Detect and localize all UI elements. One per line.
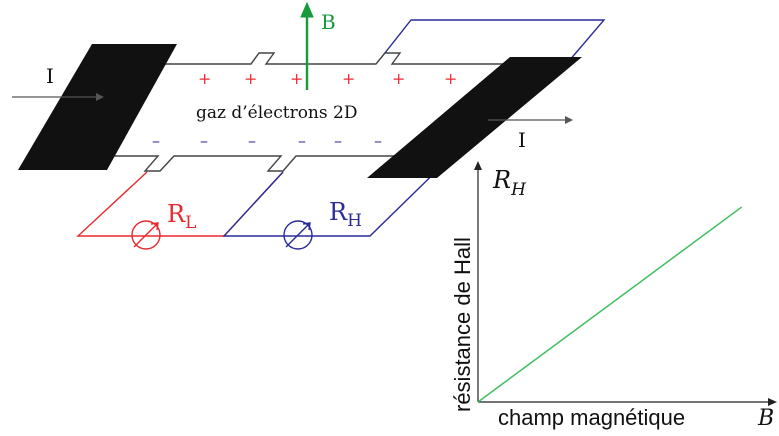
electron-gas-label: gaz d’électrons 2D bbox=[196, 103, 357, 123]
plus-sign: + bbox=[290, 69, 303, 88]
right-contact-pad bbox=[367, 57, 582, 178]
r-h-meter-icon bbox=[283, 220, 313, 250]
r-h-label: RH bbox=[329, 198, 362, 231]
hall-resistance-chart: champ magnétique B résistance de Hall RH bbox=[450, 161, 777, 431]
hall-resistance-line bbox=[477, 206, 743, 403]
negative-charges: – – – – – – bbox=[152, 131, 382, 150]
plus-sign: + bbox=[342, 69, 355, 88]
minus-sign: – bbox=[334, 131, 342, 150]
minus-sign: – bbox=[248, 131, 256, 150]
r-l-label: RL bbox=[167, 200, 196, 233]
magnetic-field-arrow bbox=[300, 1, 314, 90]
left-contact-pad bbox=[18, 44, 177, 170]
minus-sign: – bbox=[298, 131, 306, 150]
r-l-meter-icon bbox=[131, 220, 161, 250]
current-out-label: I bbox=[518, 128, 526, 152]
magnetic-field-label: B bbox=[321, 10, 336, 34]
r-l-meter-needle bbox=[133, 222, 159, 248]
current-in-label: I bbox=[46, 64, 54, 88]
plus-sign: + bbox=[244, 69, 257, 88]
y-axis-label: résistance de Hall bbox=[450, 237, 475, 412]
minus-sign: – bbox=[374, 131, 382, 150]
r-h-circuit bbox=[222, 19, 606, 250]
x-axis-label: champ magnétique bbox=[498, 405, 685, 430]
minus-sign: – bbox=[152, 131, 160, 150]
positive-charges: + + + + + + bbox=[198, 69, 457, 88]
plus-sign: + bbox=[444, 69, 457, 88]
plus-sign: + bbox=[392, 69, 405, 88]
y-axis-arrow bbox=[474, 161, 482, 170]
r-h-wire-top bbox=[380, 19, 606, 69]
y-axis-symbol: RH bbox=[492, 166, 527, 200]
minus-sign: – bbox=[200, 131, 208, 150]
r-h-meter-arrow-head bbox=[302, 222, 311, 231]
x-axis-symbol: B bbox=[757, 406, 774, 431]
current-in-arrow bbox=[12, 93, 104, 101]
r-l-meter-arrow-head bbox=[150, 222, 159, 231]
x-axis-arrow bbox=[768, 398, 777, 406]
plus-sign: + bbox=[198, 69, 211, 88]
current-out-arrow bbox=[488, 116, 573, 124]
r-h-meter-needle bbox=[285, 222, 311, 248]
